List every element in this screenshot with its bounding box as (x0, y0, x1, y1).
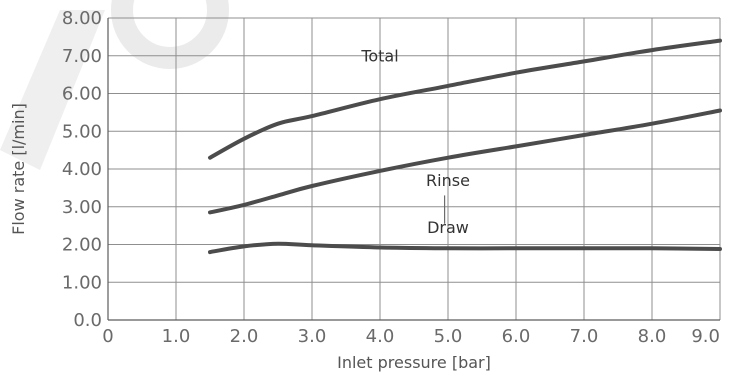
y-tick-label: 6.00 (62, 84, 102, 105)
series-labels: Total Rinse Draw (360, 46, 470, 237)
series-label-rinse: Rinse (426, 171, 470, 190)
x-tick-label: 1.0 (162, 326, 191, 347)
grid-lines (107, 17, 721, 321)
series-label-draw: Draw (427, 218, 469, 237)
y-tick-label: 5.00 (62, 121, 102, 142)
y-axis-label: Flow rate [l/min] (9, 103, 28, 235)
x-tick-label: 9.0 (691, 326, 720, 347)
y-tick-label: 8.00 (62, 8, 102, 29)
y-tick-label: 7.00 (62, 46, 102, 67)
series-line-total (208, 38, 722, 160)
y-tick-label: 4.00 (62, 159, 102, 180)
y-tick-label: 2.00 (62, 235, 102, 256)
axes (107, 18, 720, 321)
watermark-shape (111, 0, 229, 69)
y-tick-label: 3.00 (62, 197, 102, 218)
x-tick-label: 0 (102, 326, 113, 347)
y-tick-label: 1.00 (62, 272, 102, 293)
x-tick-label: 7.0 (570, 326, 599, 347)
series-line-rinse (208, 108, 722, 215)
tick-labels: 0 1.0 2.0 3.0 4.0 5.0 6.0 7.0 8.0 9.0 0.0 1.00 2.00 3… (62, 8, 720, 347)
watermark (0, 0, 229, 170)
x-tick-label: 3.0 (298, 326, 327, 347)
watermark-shape (0, 10, 105, 170)
series-label-total: Total (360, 46, 398, 65)
x-axis-label: Inlet pressure [bar] (337, 353, 491, 372)
y-tick-label: 0.0 (73, 310, 102, 331)
x-tick-label: 8.0 (638, 326, 667, 347)
series-line-draw (208, 241, 722, 255)
x-tick-label: 5.0 (434, 326, 463, 347)
series-lines (208, 38, 722, 255)
x-tick-label: 6.0 (502, 326, 531, 347)
x-tick-label: 4.0 (366, 326, 395, 347)
x-tick-label: 2.0 (230, 326, 259, 347)
